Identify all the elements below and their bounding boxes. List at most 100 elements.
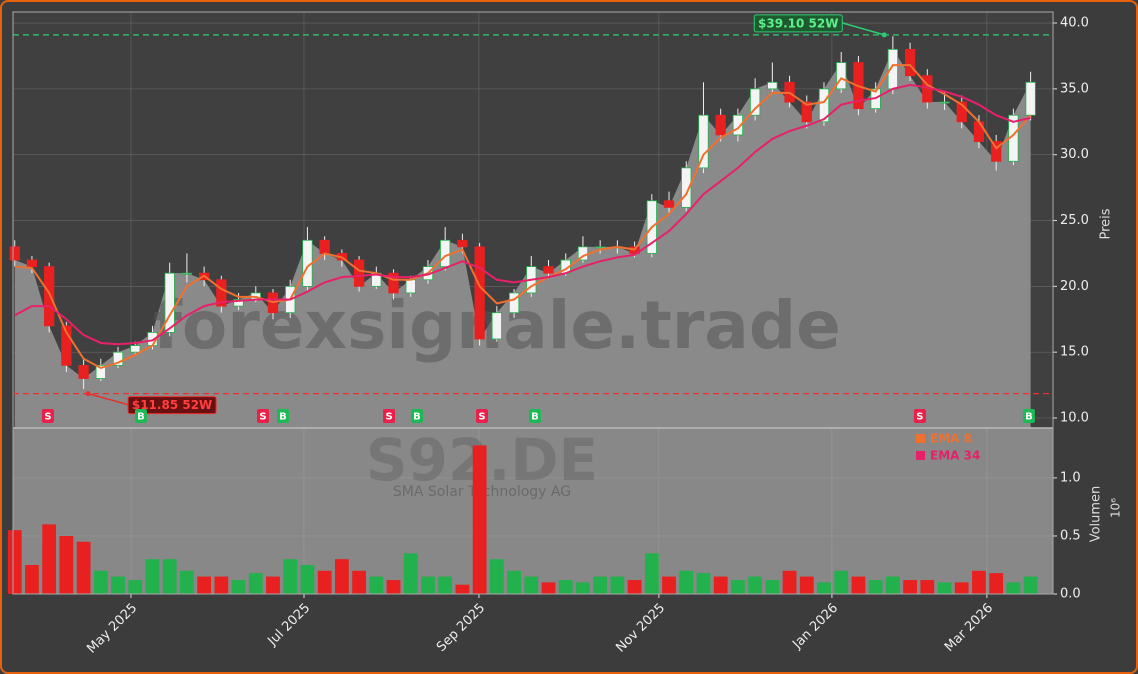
volume-panel	[13, 428, 1053, 594]
candle-body	[1025, 81, 1036, 116]
level-point	[881, 32, 887, 38]
volume-bar	[782, 570, 797, 594]
candle-body	[319, 239, 330, 254]
volume-bar	[593, 576, 608, 594]
volume-bar	[231, 580, 246, 594]
candle-body	[991, 141, 1002, 162]
volume-bar	[7, 530, 22, 594]
x-tick-label: Jul 2025	[265, 601, 314, 650]
volume-bar	[386, 580, 401, 594]
volume-bar	[438, 576, 453, 594]
candle-body	[26, 259, 38, 268]
volume-bar	[111, 576, 125, 594]
level-box	[753, 14, 843, 33]
volume-bar	[937, 582, 952, 594]
x-tick-label: May 2025	[84, 601, 140, 657]
volume-bar	[524, 576, 539, 594]
signal-marker	[528, 409, 541, 423]
signal-marker	[476, 409, 489, 423]
volume-bar	[662, 576, 676, 594]
volume-bar	[817, 582, 831, 594]
volume-bar	[145, 559, 160, 594]
legend-label: EMA 8	[930, 432, 972, 446]
candle-body	[181, 272, 193, 275]
signal-marker	[134, 409, 147, 423]
volume-bar	[576, 582, 590, 594]
candle-body	[388, 272, 399, 294]
candle-body	[732, 114, 744, 136]
volume-bar	[868, 580, 883, 594]
volume-bar	[334, 559, 349, 594]
signal-label: B	[137, 412, 145, 423]
volume-bar	[421, 576, 435, 594]
volume-bar	[765, 580, 780, 594]
level-label: $11.85 52W	[132, 398, 212, 412]
legend-swatch	[916, 451, 925, 460]
volume-bar	[920, 580, 935, 594]
volume-bar	[472, 445, 487, 594]
volume-bar	[1023, 576, 1038, 594]
candle-body	[973, 121, 985, 142]
candle-body	[95, 364, 106, 379]
candle-body	[663, 200, 675, 208]
volume-bar	[989, 573, 1004, 594]
volume-bar	[799, 576, 814, 594]
volume-tick-label: 1.0	[1060, 470, 1081, 485]
candle-body	[904, 48, 916, 77]
y-tick-label: 25.0	[1060, 213, 1089, 228]
volume-bar	[713, 576, 728, 594]
candle-body	[216, 279, 227, 307]
signal-marker	[1022, 409, 1035, 423]
plot-border	[12, 11, 1054, 595]
candle-body	[474, 246, 485, 340]
candle-body	[164, 272, 175, 333]
legend-label: EMA 34	[930, 449, 980, 463]
volume-bar	[644, 553, 659, 594]
signal-label: S	[478, 412, 485, 423]
candle-body	[939, 101, 950, 104]
volume-bar	[610, 576, 625, 594]
volume-bar	[180, 570, 194, 594]
signal-label: S	[259, 412, 266, 423]
volume-bar	[627, 580, 642, 594]
y-tick-label: 30.0	[1060, 147, 1089, 162]
legend-swatch	[916, 434, 925, 443]
volume-bar	[1006, 582, 1021, 594]
signal-label: S	[916, 412, 923, 423]
candle-body	[698, 114, 709, 169]
volume-bar	[903, 580, 917, 594]
volume-bar	[76, 541, 91, 594]
volume-bar	[317, 570, 332, 594]
volume-bar	[59, 535, 74, 594]
volume-bar	[731, 580, 745, 594]
volume-bar	[507, 570, 521, 594]
volume-bar	[541, 582, 556, 594]
candle-body	[78, 364, 89, 379]
volume-bar	[885, 576, 900, 594]
volume-bar	[834, 570, 849, 594]
volume-bar	[128, 580, 143, 594]
level-box	[127, 396, 217, 415]
volume-bar	[851, 576, 866, 594]
signal-label: B	[279, 412, 287, 423]
volume-bar	[696, 573, 711, 594]
candle-body	[595, 246, 606, 249]
level-point	[85, 391, 91, 397]
candle-body	[61, 325, 72, 366]
x-tick-label: Nov 2025	[613, 601, 668, 656]
volume-bar	[42, 524, 57, 594]
candle-body	[9, 246, 20, 261]
candle-body	[112, 351, 124, 366]
volume-bar	[558, 580, 573, 594]
volume-tick-label: 0.0	[1060, 587, 1081, 602]
ema-line	[14, 83, 1031, 346]
candle-body	[681, 167, 692, 208]
ema-line	[14, 64, 1032, 370]
volume-bar	[248, 573, 263, 594]
candle-body	[508, 292, 520, 314]
volume-bar	[25, 564, 39, 594]
volume-bar	[403, 553, 418, 594]
signal-marker	[257, 409, 270, 423]
y-tick-label: 40.0	[1060, 16, 1089, 31]
